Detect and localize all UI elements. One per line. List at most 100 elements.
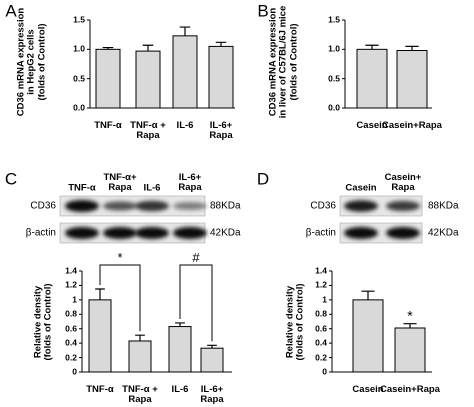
lane-label: TNF-α: [68, 182, 96, 194]
row-label: CD36: [30, 200, 56, 212]
band: [173, 227, 207, 239]
y-tick-label: 1.4: [65, 265, 77, 276]
bar: [95, 48, 121, 109]
y-tick-label: 1: [72, 294, 77, 305]
panel-letter: B: [257, 1, 269, 21]
x-tick-label: IL-6+ Rapa: [200, 384, 224, 406]
band: [386, 227, 420, 239]
bracket: [99, 264, 141, 332]
y-tick-label: 0.8: [65, 308, 77, 319]
size-label: 88KDa: [428, 200, 459, 212]
annotation: *: [407, 306, 413, 323]
bar: [135, 50, 161, 109]
size-label: 42KDa: [210, 227, 241, 239]
x-tick-label: TNF-α + Rapa: [130, 120, 166, 142]
x-tick-label: Casein+Rapa: [380, 384, 440, 395]
bar: [208, 45, 234, 109]
x-tick-label: Casein: [356, 120, 388, 131]
bar: [168, 326, 192, 373]
band: [65, 227, 99, 239]
y-tick-label: 0: [72, 366, 77, 377]
y-tick-label: 0.2: [315, 351, 327, 362]
y-tick-label: 0.4: [65, 337, 77, 348]
error-bar: [403, 323, 417, 328]
band: [103, 201, 137, 211]
y-tick-label: 0.0: [328, 102, 340, 113]
x-tick-label: TNF-α: [86, 384, 114, 395]
x-tick-label: IL-6: [176, 120, 194, 131]
annotation: *: [117, 249, 123, 265]
error-bar: [175, 322, 185, 327]
y-tick-label: 0.8: [315, 308, 327, 319]
bar: [88, 299, 112, 373]
y-tick-label: 1.2: [65, 279, 77, 290]
size-label: 88KDa: [210, 200, 241, 212]
error-bar: [142, 44, 154, 52]
band: [135, 227, 169, 239]
band: [173, 202, 207, 210]
band: [65, 200, 99, 212]
lane-label: TNF-α+ Rapa: [103, 172, 137, 194]
lane-label: Casein+ Rapa: [384, 172, 422, 194]
y-tick-label: 0.2: [65, 351, 77, 362]
y-tick-label: 0.4: [315, 337, 327, 348]
y-tick-label: 1.0: [328, 43, 340, 54]
y-tick-label: 1.5: [73, 14, 85, 25]
lane-label: Casein: [345, 182, 377, 194]
y-tick-label: 0.5: [73, 72, 85, 83]
bracket: [179, 264, 213, 342]
error-bar: [361, 290, 375, 300]
y-tick-label: 0: [322, 366, 327, 377]
error-bar: [102, 46, 114, 50]
y-tick-label: 0.6: [315, 323, 327, 334]
band: [386, 200, 420, 212]
x-tick-label: Casein+Rapa: [382, 120, 442, 131]
lane-label: IL-6: [143, 182, 161, 194]
bar: [394, 327, 426, 373]
y-axis-label: Relative density (folds of Control): [284, 283, 306, 361]
error-bar: [179, 26, 191, 36]
row-label: β-actin: [305, 227, 336, 239]
x-tick-label: TNF-α + Rapa: [122, 384, 158, 406]
y-tick-label: 0.6: [65, 323, 77, 334]
y-axis-label: CD36 mRNA expression in liver of C57BL/6…: [267, 5, 300, 119]
band: [103, 227, 137, 239]
error-bar: [207, 344, 217, 349]
bar: [356, 48, 388, 109]
band: [344, 200, 378, 212]
y-tick-label: 1.2: [315, 279, 327, 290]
panel-letter: A: [5, 1, 17, 21]
y-tick-label: 1.0: [73, 43, 85, 54]
bar: [172, 35, 198, 109]
x-tick-label: Casein: [352, 384, 384, 395]
row-label: CD36: [310, 200, 336, 212]
y-tick-label: 1.5: [328, 14, 340, 25]
x-tick-label: IL-6: [171, 384, 189, 395]
y-tick-label: 1.4: [315, 265, 327, 276]
bar: [352, 299, 384, 373]
y-tick-label: 0.5: [328, 72, 340, 83]
x-tick-label: IL-6+ Rapa: [209, 120, 233, 142]
y-axis-label: CD36 mRNA expression in HepG2 cells (fol…: [15, 7, 48, 117]
x-tick-label: TNF-α: [94, 120, 122, 131]
lane-label: IL-6+ Rapa: [178, 172, 202, 194]
error-bar: [405, 45, 419, 51]
band: [344, 227, 378, 239]
error-bar: [365, 44, 379, 50]
y-axis-label: Relative density (folds of Control): [32, 283, 54, 361]
error-bar: [135, 334, 145, 341]
size-label: 42KDa: [428, 227, 459, 239]
bar: [200, 347, 224, 373]
error-bar: [215, 41, 227, 47]
y-tick-label: 0.0: [73, 102, 85, 113]
error-bar: [95, 288, 105, 300]
bar: [396, 50, 428, 109]
bar: [128, 340, 152, 373]
band: [135, 200, 169, 212]
panel-letter: C: [4, 169, 18, 189]
y-tick-label: 1: [322, 294, 327, 305]
annotation: #: [192, 249, 200, 265]
row-label: β-actin: [25, 227, 56, 239]
